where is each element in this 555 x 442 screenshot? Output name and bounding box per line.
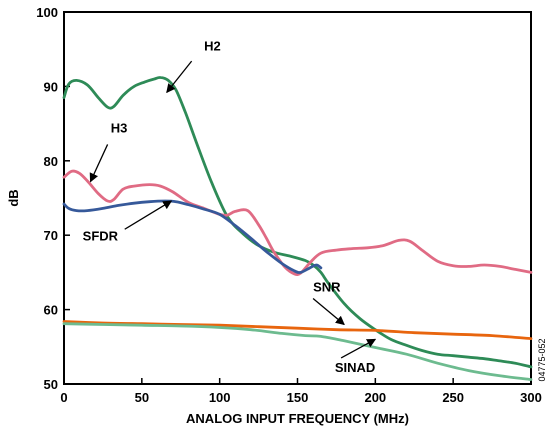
- y-tick-label: 100: [36, 5, 58, 20]
- series-line-snr: [62, 320, 533, 340]
- x-tick-label: 100: [209, 390, 231, 405]
- series-line-sinad: [62, 322, 533, 381]
- y-axis-label: dB: [6, 189, 21, 206]
- annotation-layer: H2 H3 SFDR SNR SINAD: [83, 39, 377, 375]
- annotation-arrow-snr: [312, 297, 345, 326]
- annotation-arrow-sinad: [340, 338, 377, 359]
- x-tick-label: 50: [135, 390, 149, 405]
- annotation-label-h2: H2: [204, 39, 221, 54]
- x-axis-label: ANALOG INPUT FREQUENCY (MHz): [186, 411, 409, 426]
- annotation-label-sfdr: SFDR: [83, 228, 119, 243]
- x-tick-label: 250: [442, 390, 464, 405]
- series-line-h3: [62, 169, 533, 276]
- y-tick-label: 80: [44, 154, 58, 169]
- x-axis: 0 50 100 150 200 250 300: [60, 378, 542, 405]
- y-axis: 50 60 70 80 90 100: [36, 5, 70, 392]
- annotation-arrow-sfdr: [124, 200, 173, 230]
- series-layer: [62, 76, 533, 381]
- y-tick-label: 90: [44, 79, 58, 94]
- y-tick-label: 60: [44, 303, 58, 318]
- x-tick-label: 200: [364, 390, 386, 405]
- annotation-label-sinad: SINAD: [335, 360, 375, 375]
- x-tick-label: 150: [287, 390, 309, 405]
- annotation-arrow-h3: [89, 144, 109, 183]
- annotation-label-h3: H3: [111, 121, 128, 136]
- y-tick-label: 70: [44, 228, 58, 243]
- x-tick-label: 300: [520, 390, 542, 405]
- series-line-sfdr: [62, 199, 323, 274]
- y-tick-label: 50: [44, 377, 58, 392]
- figure-id: 04775-052: [537, 338, 547, 381]
- annotation-label-snr: SNR: [313, 280, 341, 295]
- x-tick-label: 0: [60, 390, 67, 405]
- annotation-arrow-h2: [166, 60, 193, 94]
